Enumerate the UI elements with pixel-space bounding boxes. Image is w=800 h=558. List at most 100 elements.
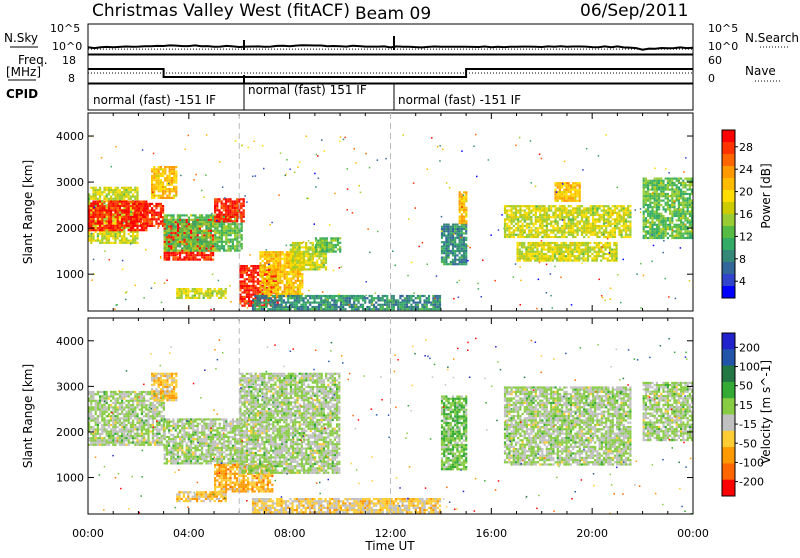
heatmap-cell: [192, 214, 194, 216]
heatmap-cell: [279, 280, 281, 282]
heatmap-cell: [210, 214, 212, 216]
heatmap-cell: [203, 223, 205, 225]
heatmap-cell: [130, 216, 132, 218]
heatmap-cell: [310, 253, 312, 255]
heatmap-cell: [190, 228, 192, 230]
heatmap-cell: [252, 291, 254, 293]
heatmap-cell: [121, 229, 123, 231]
heatmap-cell: [572, 214, 574, 216]
heatmap-cell: [261, 306, 263, 308]
heatmap-cell: [574, 232, 576, 234]
heatmap-cell: [219, 232, 221, 234]
heatmap-cell: [246, 285, 248, 287]
heatmap-cell: [463, 248, 465, 250]
heatmap-cell: [296, 302, 298, 304]
heatmap-cell: [246, 296, 248, 298]
heatmap-cell: [130, 189, 132, 191]
heatmap-cell: [534, 242, 536, 244]
heatmap-cell: [519, 257, 521, 259]
nsky-tick-top-right: 10^5: [708, 22, 738, 35]
heatmap-cell: [594, 218, 596, 220]
heatmap-cell: [106, 212, 108, 214]
heatmap-cell: [214, 247, 216, 249]
heatmap-cell: [610, 229, 612, 231]
heatmap-cell: [555, 207, 557, 209]
heatmap-cell: [465, 261, 467, 263]
heatmap-cell: [241, 296, 243, 298]
heatmap-cell: [140, 203, 142, 205]
heatmap-cell: [223, 223, 225, 225]
heatmap-cell: [203, 295, 205, 297]
heatmap-cell: [548, 216, 550, 218]
heatmap-cell: [155, 207, 157, 209]
heatmap-cell: [117, 218, 119, 220]
heatmap-cell: [519, 214, 521, 216]
heatmap-cell: [463, 246, 465, 248]
heatmap-cell: [530, 223, 532, 225]
heatmap-cell: [90, 229, 92, 231]
heatmap-cell: [574, 184, 576, 186]
heatmap-cell: [535, 218, 537, 220]
heatmap-cell: [596, 242, 598, 244]
heatmap-cell: [270, 278, 272, 280]
heatmap-cell: [528, 242, 530, 244]
heatmap-cell: [546, 234, 548, 236]
heatmap-cell: [590, 214, 592, 216]
heatmap-cell: [583, 214, 585, 216]
heatmap-cell: [208, 219, 210, 221]
heatmap-cell: [314, 268, 316, 270]
heatmap-cell: [97, 214, 99, 216]
heatmap-cell: [526, 212, 528, 214]
heatmap-cell: [550, 242, 552, 244]
heatmap-cell: [201, 221, 203, 223]
heatmap-cell: [117, 212, 119, 214]
heatmap-cell: [295, 293, 297, 295]
heatmap-cell: [546, 227, 548, 229]
heatmap-cell: [441, 246, 443, 248]
heatmap-cell: [515, 229, 517, 231]
heatmap-cell: [643, 189, 645, 191]
heatmap-cell: [583, 255, 585, 257]
heatmap-cell: [268, 275, 270, 277]
heatmap-cell: [275, 267, 277, 269]
heatmap-cell: [579, 191, 581, 193]
heatmap-cell: [196, 292, 198, 294]
heatmap-cell: [316, 264, 318, 266]
heatmap-cell: [250, 280, 252, 282]
heatmap-cell: [162, 197, 164, 199]
heatmap-cell: [164, 173, 166, 175]
heatmap-cell: [250, 289, 252, 291]
heatmap-cell: [287, 295, 289, 297]
heatmap-cell: [454, 259, 456, 261]
heatmap-cell: [123, 231, 125, 233]
heatmap-cell: [616, 246, 618, 248]
heatmap-cell: [579, 214, 581, 216]
heatmap-cell: [214, 209, 216, 211]
heatmap-cell: [318, 255, 320, 257]
heatmap-cell: [97, 233, 99, 235]
heatmap-cell: [325, 262, 327, 264]
heatmap-cell: [259, 282, 261, 284]
heatmap-cell: [272, 299, 274, 301]
heatmap-cell: [552, 214, 554, 216]
heatmap-cell: [568, 187, 570, 189]
heatmap-cell: [162, 212, 164, 214]
heatmap-cell: [188, 247, 190, 249]
heatmap-cell: [344, 295, 346, 297]
heatmap-cell: [190, 234, 192, 236]
heatmap-cell: [147, 216, 149, 218]
heatmap-cell: [279, 256, 281, 258]
heatmap-cell: [189, 290, 191, 292]
heatmap-cell: [190, 254, 192, 256]
heatmap-cell: [90, 216, 92, 218]
heatmap-cell: [428, 299, 430, 301]
heatmap-cell: [286, 264, 288, 266]
heatmap-cell: [541, 232, 543, 234]
heatmap-cell: [465, 259, 467, 261]
heatmap-cell: [234, 232, 236, 234]
heatmap-cell: [194, 230, 196, 232]
heatmap-cell: [142, 209, 144, 211]
heatmap-cell: [128, 242, 130, 244]
heatmap-cell: [519, 255, 521, 257]
heatmap-cell: [133, 218, 135, 220]
